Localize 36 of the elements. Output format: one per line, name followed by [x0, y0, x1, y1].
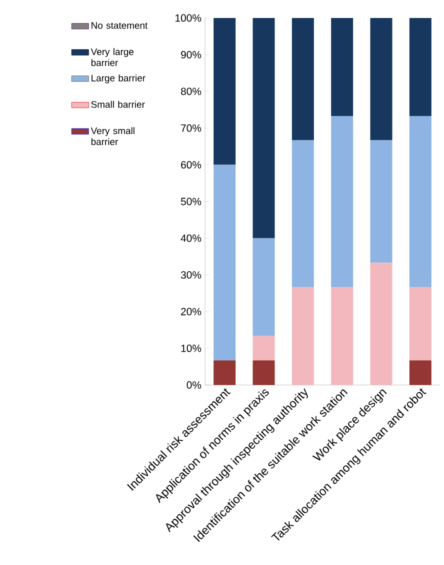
bar	[252, 360, 275, 385]
y-tick-label: 0%	[186, 381, 202, 389]
y-tick-label: 60%	[181, 161, 202, 169]
legend-label: No statement	[92, 22, 148, 29]
y-tick-label: 10%	[181, 344, 202, 352]
bar	[409, 116, 432, 288]
legend-label: Small barrier	[91, 100, 145, 108]
bar	[292, 287, 314, 385]
y-tick-label: 20%	[181, 308, 202, 316]
bar	[409, 18, 432, 116]
legend-label: Large barrier	[92, 74, 146, 84]
y-tick-label: 50%	[180, 198, 202, 206]
y-tick-label: 40%	[180, 234, 202, 242]
bar	[409, 360, 432, 385]
bar	[292, 140, 314, 288]
legend-label: Very large barrier	[90, 48, 134, 66]
bar	[331, 18, 354, 116]
bar	[331, 116, 354, 288]
bar	[214, 164, 236, 360]
y-tick-label: 90%	[181, 51, 202, 58]
bar	[370, 262, 392, 385]
bar	[331, 287, 354, 385]
bar	[252, 336, 275, 360]
bar	[214, 360, 236, 385]
y-tick-label: 100%	[176, 14, 202, 22]
bar	[370, 18, 392, 140]
y-tick-label: 80%	[180, 88, 202, 96]
legend-label: Very small barrier	[90, 127, 134, 146]
bar	[252, 238, 275, 336]
bar	[409, 287, 432, 360]
bar	[370, 140, 392, 263]
y-tick-label: 30%	[180, 271, 202, 279]
bar	[252, 18, 275, 238]
bar	[214, 18, 236, 165]
bar	[292, 18, 314, 140]
y-tick-label: 70%	[181, 124, 202, 132]
